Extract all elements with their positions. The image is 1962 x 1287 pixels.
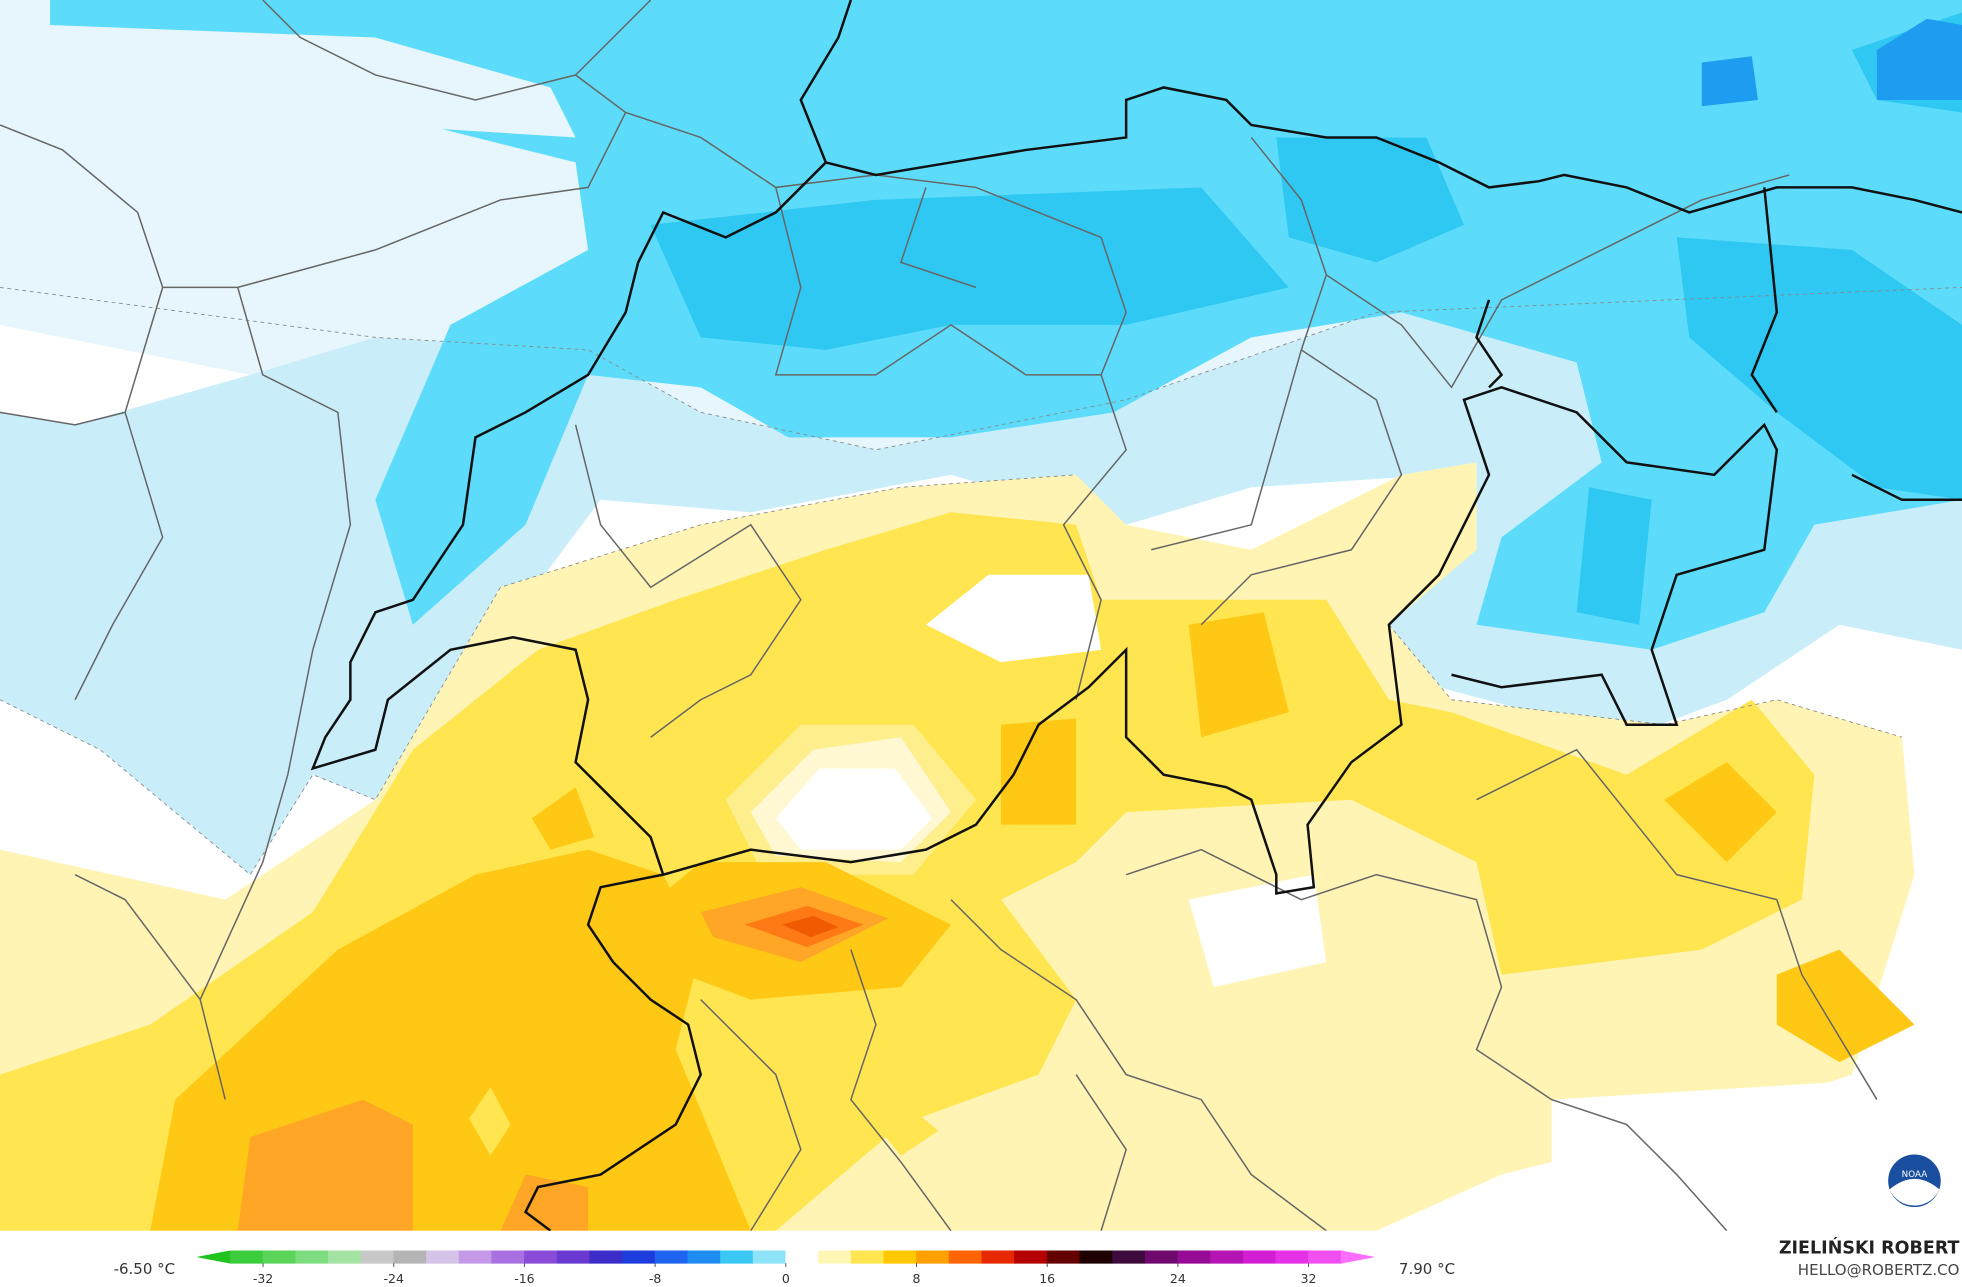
colorbar-segment: [850, 1250, 885, 1264]
colorbar-tick-label: 24: [1170, 1271, 1186, 1286]
min-label: -6.50 °C: [114, 1260, 176, 1278]
colorbar-segment: [524, 1250, 558, 1264]
colorbar-segment: [752, 1250, 787, 1264]
colorbar-segment: [1046, 1250, 1081, 1264]
colorbar-segment: [948, 1250, 983, 1264]
logo-text: NOAA: [1902, 1170, 1928, 1180]
colorbar-segment: [1210, 1250, 1244, 1264]
colorbar-tick-label: 16: [1039, 1271, 1055, 1286]
colorbar-segment: [1242, 1250, 1277, 1264]
colorbar-segment: [687, 1250, 721, 1264]
colorbar-segment: [1079, 1250, 1113, 1264]
noaa-logo: NOAA: [1885, 1152, 1944, 1210]
colorbar-segment: [1275, 1250, 1309, 1264]
colorbar-tick-label: 0: [782, 1271, 790, 1286]
colorbar-segment: [491, 1250, 525, 1264]
colorbar: -32 -24 -16 -8 0 8 16 24 32: [197, 1250, 1374, 1286]
colorbar-segment: [720, 1250, 754, 1264]
colorbar-segment: [916, 1250, 950, 1264]
temperature-field: [0, 0, 1962, 1231]
colorbar-segment: [328, 1250, 362, 1264]
colorbar-segment: [556, 1250, 591, 1264]
colorbar-segment: [589, 1250, 623, 1264]
colorbar-segment: [295, 1250, 329, 1264]
colorbar-segment: [1340, 1250, 1374, 1264]
colorbar-tick-label: -24: [384, 1271, 404, 1286]
colorbar-tick-label: 32: [1301, 1271, 1317, 1286]
colorbar-tick-label: -8: [649, 1271, 662, 1286]
colorbar-segment: [654, 1250, 689, 1264]
credit-name: ZIELIŃSKI ROBERT: [1779, 1236, 1960, 1258]
colorbar-tick-label: -32: [253, 1271, 273, 1286]
colorbar-segment: [1014, 1250, 1048, 1264]
colorbar-segment: [981, 1250, 1015, 1264]
contours: [0, 286, 1962, 876]
colorbar-segment: [426, 1250, 460, 1264]
max-label: 7.90 °C: [1399, 1260, 1455, 1278]
colorbar-segment: [622, 1250, 656, 1264]
colorbar-segment: [1144, 1250, 1179, 1264]
colorbar-segment: [1308, 1250, 1342, 1264]
borders: [0, 0, 1962, 1232]
colorbar-segment: [1112, 1250, 1146, 1264]
colorbar-tick-label: -16: [514, 1271, 534, 1286]
credit-contact: HELLO@ROBERTZ.CO: [1798, 1261, 1960, 1279]
colorbar-segment: [360, 1250, 395, 1264]
colorbar-segment: [1177, 1250, 1211, 1264]
colorbar-segment: [883, 1250, 917, 1264]
colorbar-segment: [458, 1250, 493, 1264]
colorbar-segment: [230, 1250, 264, 1264]
colorbar-tick-label: 8: [913, 1271, 921, 1286]
colorbar-segment: [818, 1250, 852, 1264]
colorbar-segment: [393, 1250, 427, 1264]
colorbar-segment: [262, 1250, 297, 1264]
colorbar-segment: [785, 1250, 819, 1264]
